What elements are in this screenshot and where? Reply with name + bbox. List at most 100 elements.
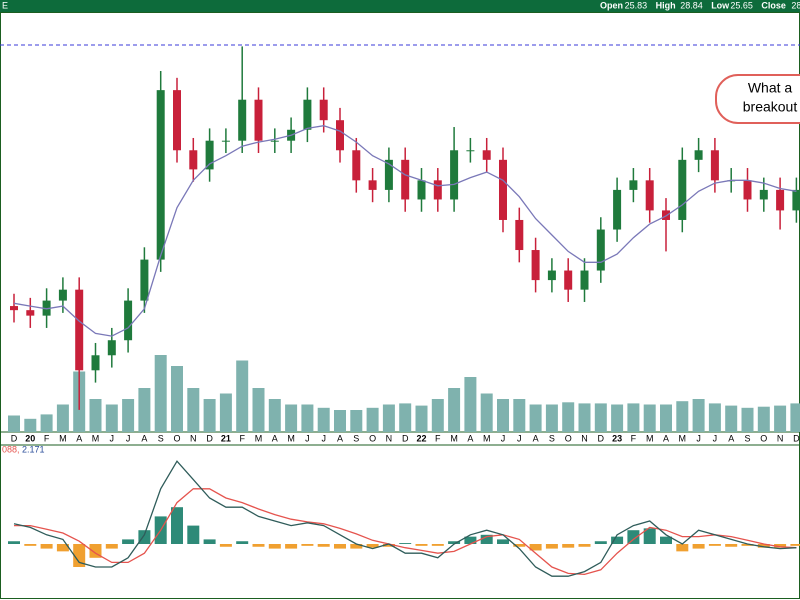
volume-bar [594, 403, 607, 432]
macd-histogram-bar [399, 543, 412, 544]
candle-body [107, 340, 116, 356]
macd-histogram-bar [513, 544, 526, 547]
macd-histogram-bar [203, 539, 216, 544]
candle-body [743, 180, 752, 200]
volume-bar [40, 414, 53, 432]
x-tick-label: J [713, 433, 718, 443]
header-value: 25.65 [730, 0, 753, 10]
volume-bar [692, 399, 705, 432]
macd-histogram-bar [464, 536, 477, 544]
x-tick-label: O [760, 433, 767, 443]
header-label: Close [761, 0, 786, 10]
header-value: 25.83 [625, 0, 648, 10]
volume-bar [252, 388, 265, 432]
x-tick-label: J [501, 433, 506, 443]
volume-bar [219, 393, 232, 432]
candle-body [336, 120, 344, 151]
x-tick-label: J [126, 433, 131, 443]
macd-histogram-bar [562, 544, 575, 548]
macd-histogram-bar [660, 536, 672, 544]
macd-histogram-bar [480, 534, 493, 544]
candle-body [710, 150, 719, 181]
x-tick-label: M [287, 433, 295, 443]
candle-body [678, 159, 687, 220]
candle-body [124, 300, 133, 341]
macd-histogram-bar [171, 507, 183, 544]
macd-histogram-bar [643, 528, 656, 544]
volume-bar [627, 403, 640, 432]
volume-bar [774, 405, 787, 432]
macd-histogram-bar [627, 530, 640, 544]
candle-body [319, 99, 328, 121]
x-tick-label: F [239, 433, 245, 443]
volume-bar [317, 407, 330, 432]
x-tick-label: J [321, 433, 326, 443]
volume-bar [350, 410, 363, 432]
macd-histogram-bar [415, 544, 428, 546]
candle-body [254, 99, 263, 141]
x-tick-label: D [402, 433, 409, 443]
volume-bar [431, 399, 444, 432]
volume-bar [171, 366, 183, 432]
x-tick-label: F [44, 433, 50, 443]
candle-body [156, 90, 165, 260]
macd-histogram-bar [741, 544, 754, 546]
macd-histogram-bar [790, 544, 800, 546]
x-tick-label: J [696, 433, 701, 443]
candle-body [629, 180, 638, 190]
candle-body [564, 270, 573, 290]
x-tick-label: N [777, 433, 784, 443]
macd-histogram-bar [268, 544, 281, 549]
x-tick-label: D [11, 433, 18, 443]
x-tick-label: A [533, 433, 539, 443]
x-tick-label: A [76, 433, 82, 443]
candle-body [482, 150, 491, 160]
volume-bar [562, 402, 575, 432]
macd-label: 2.171 [22, 444, 45, 454]
candle-body [10, 306, 18, 311]
macd-histogram-bar [708, 544, 721, 546]
header-label: Low [711, 0, 730, 10]
macd-histogram-bar [317, 544, 330, 547]
volume-bar [725, 405, 738, 432]
x-tick-label: S [549, 433, 555, 443]
volume-bar [415, 405, 428, 432]
x-tick-label: S [158, 433, 164, 443]
candle-body [776, 189, 785, 211]
callout-box [715, 74, 800, 124]
volume-bar [89, 399, 102, 432]
macd-histogram-bar [366, 544, 379, 548]
callout-text: breakout [743, 99, 798, 115]
macd-signal [14, 488, 797, 576]
x-tick-label: A [337, 433, 343, 443]
x-tick-label: J [305, 433, 310, 443]
candle-body [26, 310, 35, 316]
volume-bar [578, 403, 591, 432]
macd-histogram-bar [8, 541, 20, 544]
x-tick-label: J [517, 433, 522, 443]
volume-bar [676, 401, 689, 432]
macd-histogram-bar [692, 544, 705, 549]
macd-histogram-bar [301, 544, 314, 546]
candle-body [238, 99, 247, 141]
frame [0, 12, 800, 599]
header-value: 28.84 [680, 0, 703, 10]
x-tick-label: A [663, 433, 669, 443]
macd-histogram-bar [122, 539, 135, 544]
x-tick-label: M [483, 433, 491, 443]
x-tick-label: 23 [612, 433, 622, 443]
macd-histogram-bar [529, 544, 542, 551]
volume-bar [399, 403, 412, 432]
macd-histogram-bar [73, 544, 86, 567]
macd-histogram-bar [545, 544, 558, 549]
volume-bar [741, 407, 754, 432]
x-tick-label: M [646, 433, 654, 443]
header-bar [0, 0, 800, 12]
volume-bar [24, 418, 37, 432]
candle-body [547, 270, 556, 281]
x-tick-label: M [92, 433, 100, 443]
macd-label: 088, [2, 444, 20, 454]
candle-body [303, 99, 312, 130]
header-value: 28.80 [791, 0, 800, 10]
volume-bar [334, 410, 346, 432]
